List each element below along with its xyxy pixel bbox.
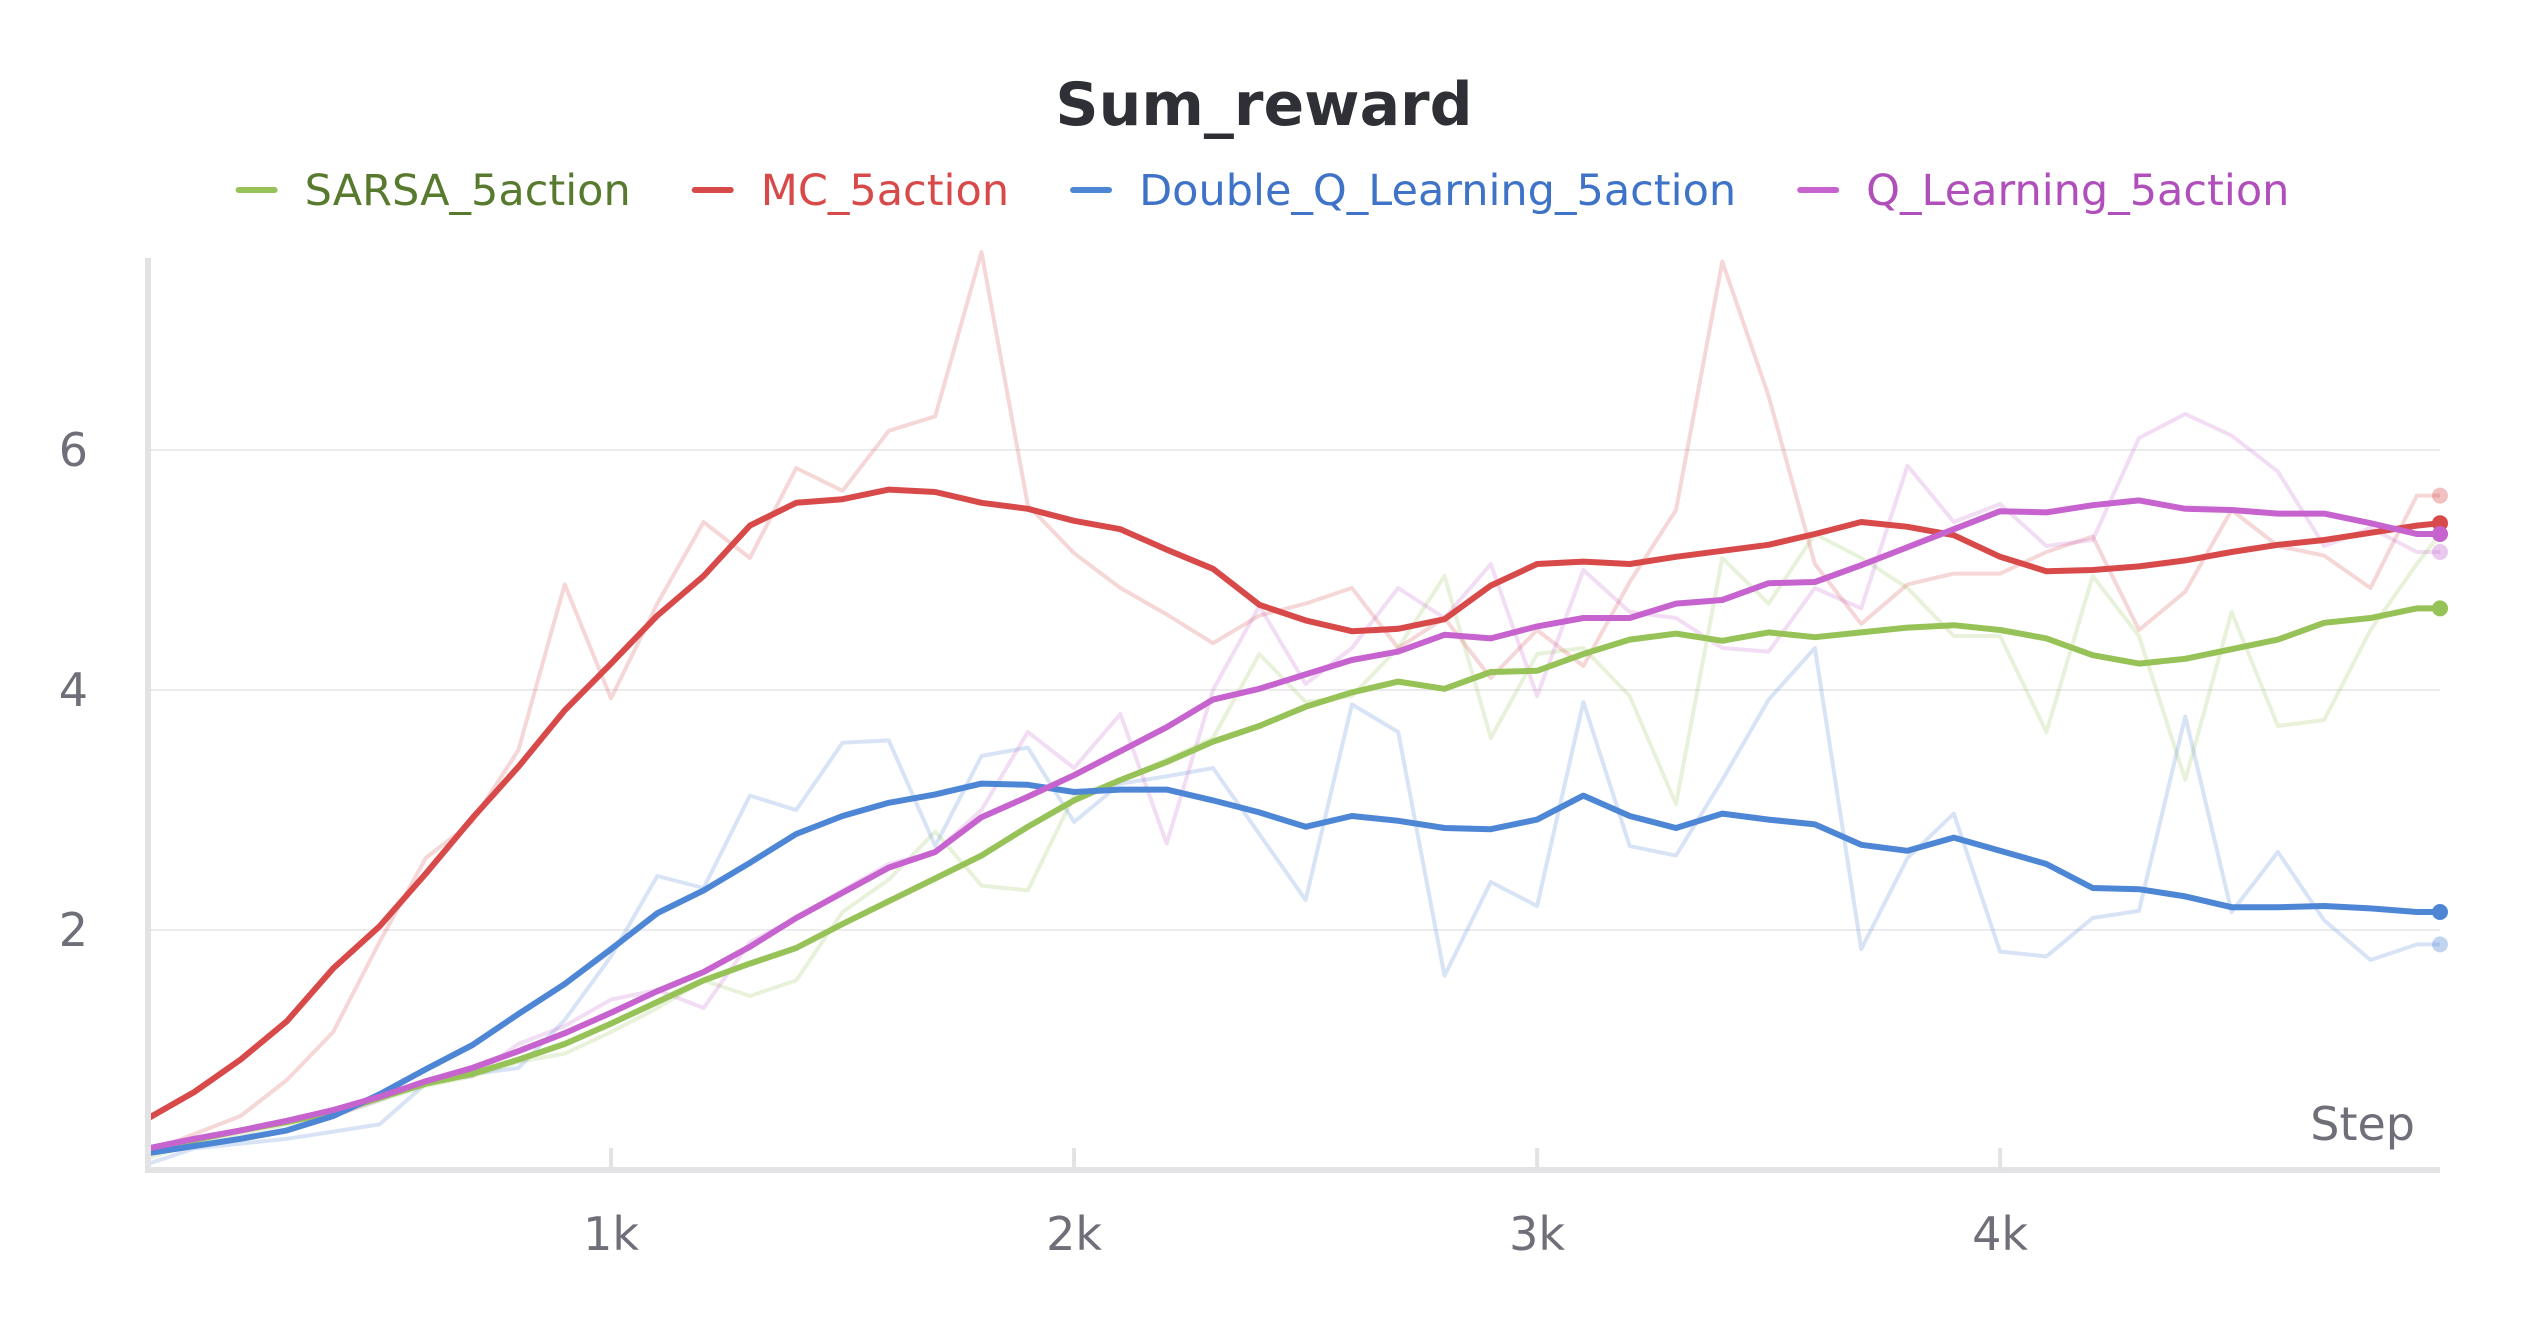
- x-axis-label: Step: [2310, 1097, 2415, 1151]
- smoothed-series-lines: [145, 486, 2443, 1157]
- x-tick-label: 1k: [583, 1207, 639, 1261]
- sarsa-5action-raw-line: [147, 532, 2442, 1160]
- legend-item-mc-5action[interactable]: MC_5action: [691, 166, 1009, 216]
- sarsa-5action-endpoint: [2432, 600, 2448, 617]
- x-tick-label: 2k: [1046, 1207, 1102, 1261]
- legend: SARSA_5action MC_5action Double_Q_Learning…: [235, 166, 2289, 216]
- mc-5action-raw-line: [147, 250, 2440, 1154]
- chart-title: Sum_reward: [1055, 70, 1472, 140]
- x-tick-label: 4k: [1972, 1207, 2028, 1261]
- legend-label: MC_5action: [761, 166, 1009, 216]
- legend-item-double-q-learning-5action[interactable]: Double_Q_Learning_5action: [1070, 166, 1736, 216]
- sarsa-5action-line: [145, 605, 2443, 1152]
- x-tick-label: 3k: [1509, 1207, 1565, 1261]
- double-q-learning-5action-raw-endpoint: [2432, 936, 2448, 953]
- axes: 1k 2k 3k 4k: [145, 258, 2440, 1261]
- legend-label: Double_Q_Learning_5action: [1139, 166, 1736, 216]
- legend-item-q-learning-5action[interactable]: Q_Learning_5action: [1797, 166, 2289, 216]
- y-tick-label: 2: [59, 903, 88, 957]
- legend-item-sarsa-5action[interactable]: SARSA_5action: [235, 166, 631, 216]
- mc-5action-raw-endpoint: [2432, 487, 2448, 504]
- mc-5action-line: [145, 486, 2443, 1122]
- q-learning-5action-raw-endpoint: [2432, 544, 2448, 560]
- raw-series-lines: [147, 250, 2442, 1166]
- series-endpoints: [2432, 487, 2448, 953]
- q-learning-5action-raw-line: [147, 412, 2440, 1154]
- double-q-learning-5action-endpoint: [2432, 904, 2448, 920]
- double-q-learning-5action-raw-line: [147, 646, 2440, 1166]
- q-learning-5action-line: [145, 497, 2443, 1152]
- grid: 2 4 6: [59, 423, 2440, 957]
- q-learning-5action-endpoint: [2432, 526, 2448, 542]
- legend-label: SARSA_5action: [305, 166, 631, 216]
- legend-label: Q_Learning_5action: [1866, 166, 2289, 216]
- y-tick-label: 4: [59, 663, 88, 717]
- double-q-learning-5action-line: [145, 780, 2443, 1157]
- y-tick-label: 6: [59, 423, 88, 477]
